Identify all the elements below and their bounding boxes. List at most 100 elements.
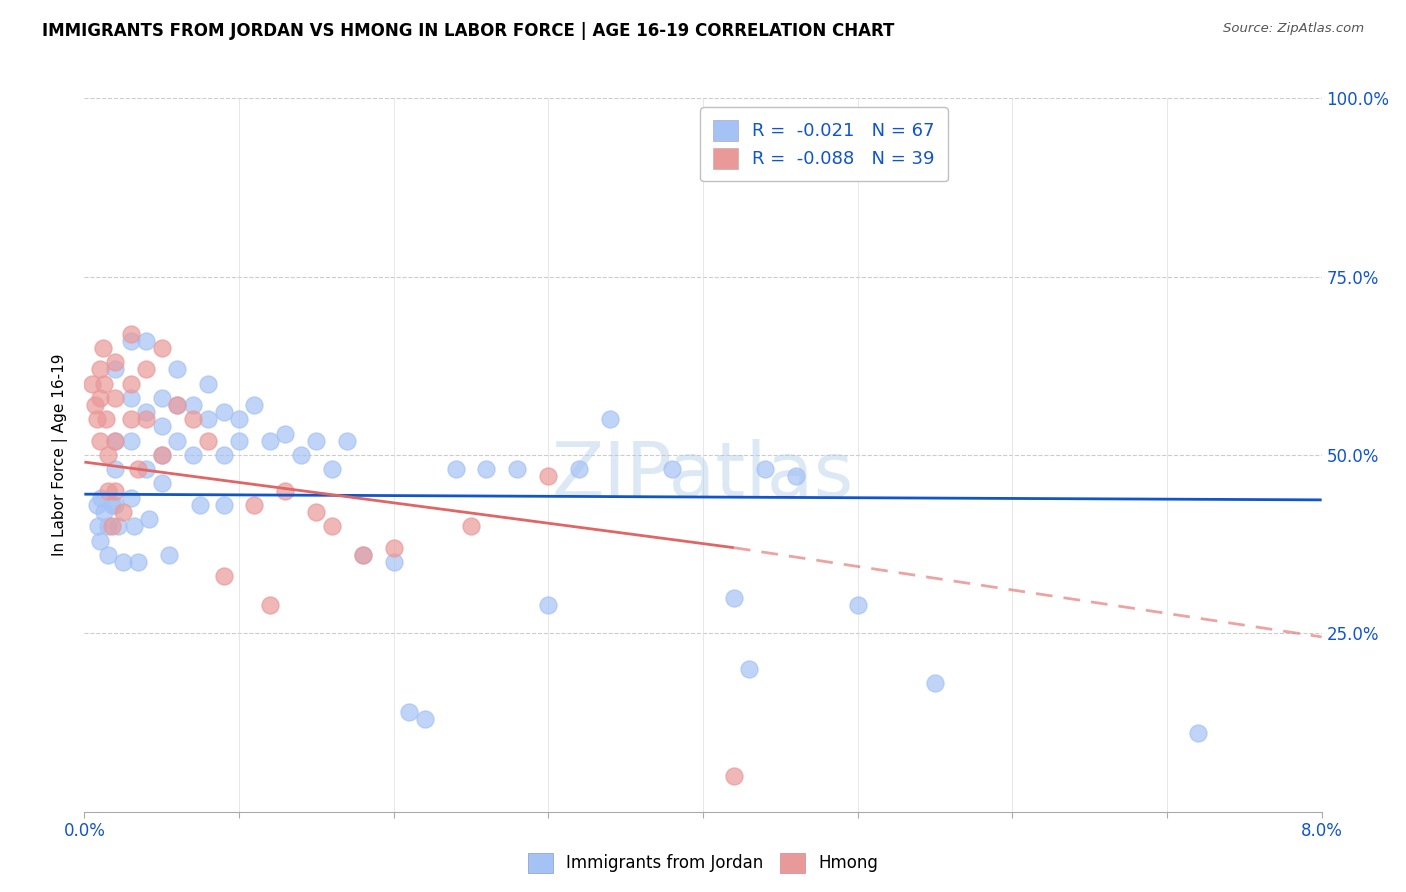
Point <box>506 462 529 476</box>
Point <box>188 498 212 512</box>
Point <box>846 598 869 612</box>
Point <box>290 448 312 462</box>
Point <box>104 391 127 405</box>
Point <box>382 541 405 555</box>
Point <box>150 341 173 355</box>
Point <box>112 555 135 569</box>
Point <box>84 398 107 412</box>
Point <box>352 548 374 562</box>
Point <box>122 519 145 533</box>
Point <box>120 376 142 391</box>
Point <box>228 412 250 426</box>
Point <box>166 434 188 448</box>
Point <box>135 362 157 376</box>
Point <box>181 398 204 412</box>
Point <box>150 391 173 405</box>
Point <box>785 469 807 483</box>
Point <box>89 362 111 376</box>
Point <box>135 412 157 426</box>
Point <box>212 448 235 462</box>
Legend: R =  -0.021   N = 67, R =  -0.088   N = 39: R = -0.021 N = 67, R = -0.088 N = 39 <box>700 107 948 181</box>
Point <box>135 462 157 476</box>
Point <box>166 362 188 376</box>
Point <box>661 462 683 476</box>
Point <box>112 505 135 519</box>
Text: IMMIGRANTS FROM JORDAN VS HMONG IN LABOR FORCE | AGE 16-19 CORRELATION CHART: IMMIGRANTS FROM JORDAN VS HMONG IN LABOR… <box>42 22 894 40</box>
Point <box>212 569 235 583</box>
Point <box>243 498 266 512</box>
Point <box>138 512 160 526</box>
Point <box>150 476 173 491</box>
Point <box>104 362 127 376</box>
Point <box>82 376 104 391</box>
Point <box>120 391 142 405</box>
Point <box>243 398 266 412</box>
Point <box>352 548 374 562</box>
Point <box>197 412 219 426</box>
Point <box>305 505 328 519</box>
Point <box>104 434 127 448</box>
Point <box>460 519 482 533</box>
Point <box>89 434 111 448</box>
Point <box>150 448 173 462</box>
Point <box>89 533 111 548</box>
Point <box>181 448 204 462</box>
Point <box>212 498 235 512</box>
Point <box>166 398 188 412</box>
Point <box>120 434 142 448</box>
Point <box>120 326 142 341</box>
Point <box>120 491 142 505</box>
Point <box>104 462 127 476</box>
Point <box>321 519 343 533</box>
Point <box>94 412 117 426</box>
Point <box>96 548 120 562</box>
Point <box>197 376 219 391</box>
Y-axis label: In Labor Force | Age 16-19: In Labor Force | Age 16-19 <box>52 353 69 557</box>
Point <box>274 483 297 498</box>
Point <box>259 434 281 448</box>
Point <box>398 705 420 719</box>
Point <box>128 462 150 476</box>
Point <box>723 591 745 605</box>
Point <box>150 419 173 434</box>
Point <box>723 769 745 783</box>
Point <box>120 334 142 348</box>
Point <box>107 519 129 533</box>
Point <box>321 462 343 476</box>
Point <box>336 434 359 448</box>
Point <box>104 434 127 448</box>
Point <box>197 434 219 448</box>
Point <box>305 434 328 448</box>
Point <box>212 405 235 419</box>
Point <box>150 448 173 462</box>
Point <box>228 434 250 448</box>
Point <box>135 405 157 419</box>
Point <box>86 412 108 426</box>
Point <box>738 662 761 676</box>
Point <box>159 548 180 562</box>
Point <box>181 412 204 426</box>
Point <box>599 412 621 426</box>
Point <box>90 491 112 505</box>
Point <box>96 448 120 462</box>
Point <box>101 498 124 512</box>
Point <box>537 469 560 483</box>
Point <box>475 462 498 476</box>
Point <box>128 555 150 569</box>
Text: ZIPatlas: ZIPatlas <box>551 440 855 513</box>
Legend: Immigrants from Jordan, Hmong: Immigrants from Jordan, Hmong <box>522 847 884 880</box>
Point <box>96 483 120 498</box>
Point <box>135 334 157 348</box>
Point <box>96 519 120 533</box>
Point <box>104 498 127 512</box>
Point <box>382 555 405 569</box>
Point <box>537 598 560 612</box>
Text: Source: ZipAtlas.com: Source: ZipAtlas.com <box>1223 22 1364 36</box>
Point <box>101 519 124 533</box>
Point <box>91 341 114 355</box>
Point <box>568 462 591 476</box>
Point <box>104 355 127 369</box>
Point <box>104 483 127 498</box>
Point <box>754 462 776 476</box>
Point <box>86 498 108 512</box>
